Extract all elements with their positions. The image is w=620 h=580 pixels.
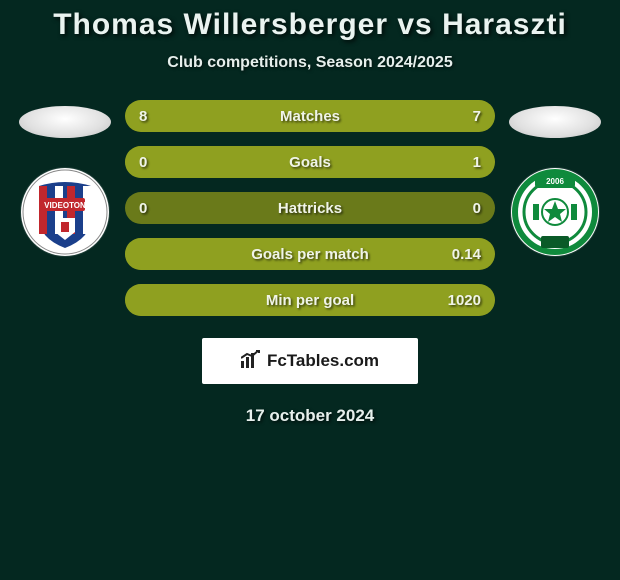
stat-row: Goals per match 0.14 bbox=[125, 238, 495, 270]
stat-left-value: 0 bbox=[139, 200, 147, 217]
stat-row: 8 Matches 7 bbox=[125, 100, 495, 132]
chart-icon bbox=[241, 350, 261, 373]
svg-text:2006: 2006 bbox=[546, 177, 564, 186]
stat-label: Goals per match bbox=[251, 246, 369, 263]
paksi-logo-icon: 2006 bbox=[511, 168, 599, 256]
stats-list: 8 Matches 7 0 Goals 1 0 Hattricks 0 bbox=[125, 100, 495, 316]
left-team-logo: VIDEOTON bbox=[21, 168, 109, 256]
stat-label: Hattricks bbox=[278, 200, 342, 217]
watermark-text: FcTables.com bbox=[267, 351, 379, 371]
stat-label: Matches bbox=[280, 108, 340, 125]
stat-right-value: 7 bbox=[473, 108, 481, 125]
subtitle: Club competitions, Season 2024/2025 bbox=[0, 54, 620, 72]
comparison-panel: VIDEOTON 8 Matches 7 0 Goals 1 bbox=[0, 100, 620, 316]
page-title: Thomas Willersberger vs Haraszti bbox=[0, 8, 620, 42]
stat-row: Min per goal 1020 bbox=[125, 284, 495, 316]
left-flag-icon bbox=[19, 106, 111, 138]
stat-label: Min per goal bbox=[266, 292, 354, 309]
stat-row: 0 Hattricks 0 bbox=[125, 192, 495, 224]
videoton-logo-icon: VIDEOTON bbox=[21, 168, 109, 256]
watermark: FcTables.com bbox=[202, 338, 418, 384]
stat-right-value: 1020 bbox=[448, 292, 481, 309]
right-side: 2006 bbox=[505, 100, 605, 256]
stat-fill-right bbox=[321, 100, 495, 132]
svg-text:VIDEOTON: VIDEOTON bbox=[44, 201, 86, 210]
stat-row: 0 Goals 1 bbox=[125, 146, 495, 178]
stat-right-value: 1 bbox=[473, 154, 481, 171]
left-side: VIDEOTON bbox=[15, 100, 115, 256]
stat-left-value: 8 bbox=[139, 108, 147, 125]
stat-right-value: 0.14 bbox=[452, 246, 481, 263]
right-flag-icon bbox=[509, 106, 601, 138]
stat-label: Goals bbox=[289, 154, 331, 171]
stat-left-value: 0 bbox=[139, 154, 147, 171]
right-team-logo: 2006 bbox=[511, 168, 599, 256]
date-label: 17 october 2024 bbox=[0, 406, 620, 426]
stat-right-value: 0 bbox=[473, 200, 481, 217]
